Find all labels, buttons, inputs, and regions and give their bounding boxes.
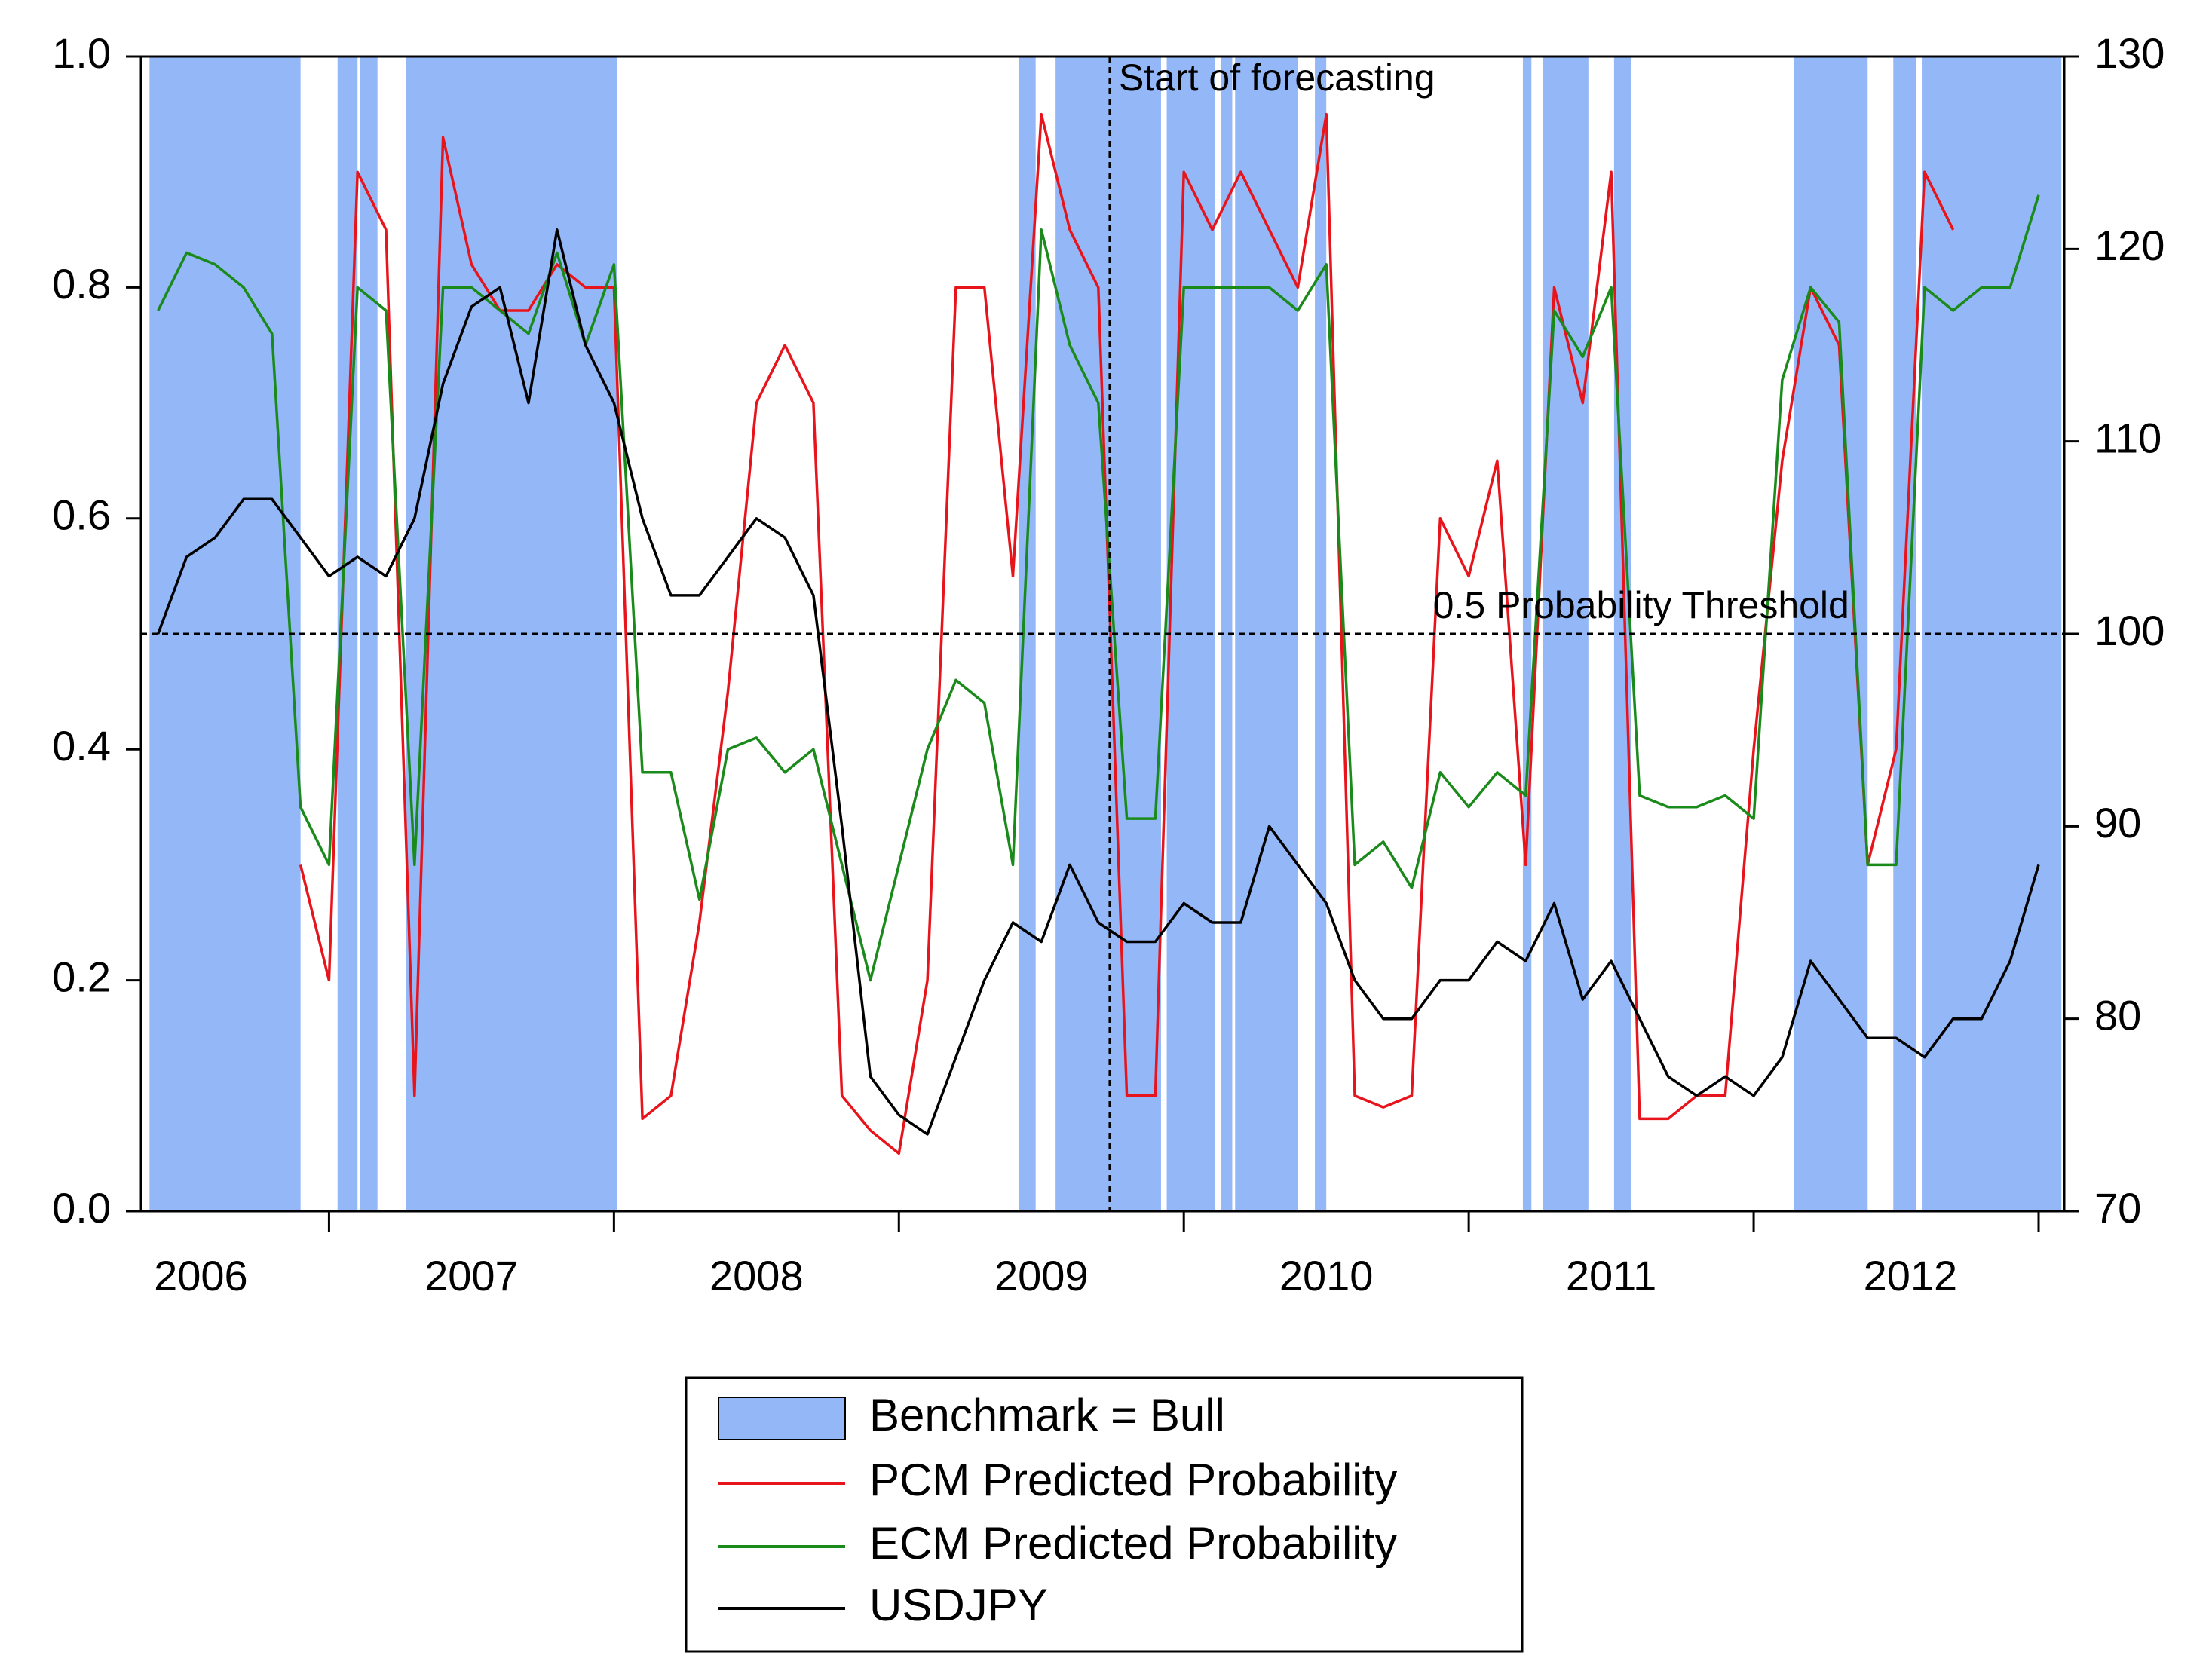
bull-period [149, 57, 301, 1211]
x-tick-label: 2007 [424, 1252, 519, 1299]
x-tick-label: 2008 [709, 1252, 804, 1299]
y-tick-label: 0.6 [52, 491, 111, 539]
y2-tick-label: 100 [2094, 607, 2165, 654]
legend-label: Benchmark = Bull [869, 1390, 1225, 1440]
bull-period [360, 57, 378, 1211]
x-tick-label: 2010 [1279, 1252, 1374, 1299]
series-line [157, 228, 2040, 1136]
x-tick-label: 2011 [1566, 1252, 1656, 1299]
annotation: 0.5 Probability Threshold [1433, 584, 1849, 626]
x-tick-label: 2009 [994, 1252, 1089, 1299]
y2-tick-label: 90 [2094, 799, 2141, 846]
bull-period [1315, 57, 1327, 1211]
x-tick-label: 2012 [1864, 1252, 1958, 1299]
y2-tick-label: 80 [2094, 991, 2141, 1039]
series-line [299, 112, 1955, 1155]
y2-tick-label: 120 [2094, 222, 2165, 269]
y2-tick-label: 110 [2094, 414, 2162, 461]
y-tick-label: 0.2 [52, 953, 111, 1000]
legend-swatch [718, 1397, 846, 1440]
y-tick-label: 0.4 [52, 722, 111, 770]
y-tick-label: 0.0 [52, 1184, 111, 1232]
y-tick-label: 0.8 [52, 260, 111, 308]
y-tick-label: 1.0 [52, 29, 111, 77]
series-line [157, 194, 2040, 982]
bull-period [1235, 57, 1298, 1211]
annotation: Start of forecasting [1119, 57, 1435, 99]
legend-label: USDJPY [869, 1580, 1048, 1630]
x-tick-label: 2006 [154, 1252, 248, 1299]
bull-period [1019, 57, 1036, 1211]
y2-tick-label: 70 [2094, 1184, 2141, 1232]
legend-label: ECM Predicted Probability [869, 1518, 1397, 1568]
legend-label: PCM Predicted Probability [869, 1455, 1397, 1505]
y2-tick-label: 130 [2094, 29, 2165, 77]
